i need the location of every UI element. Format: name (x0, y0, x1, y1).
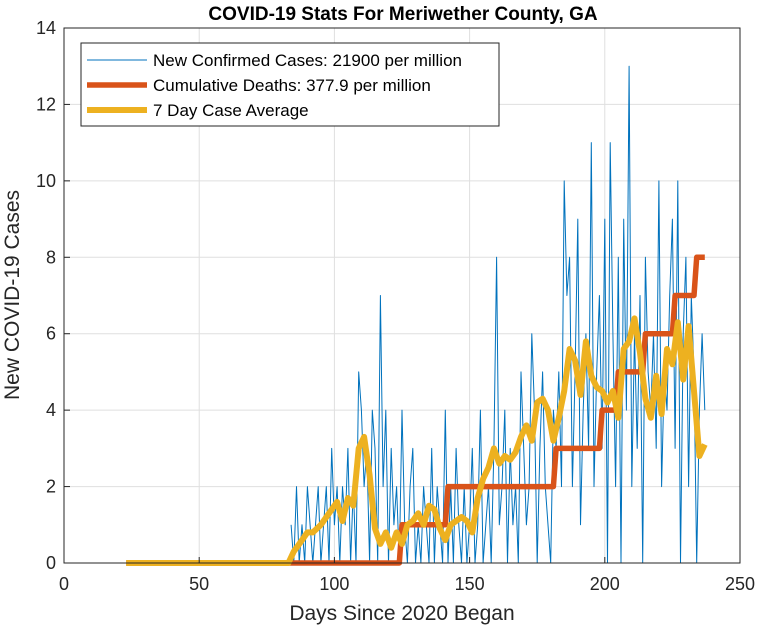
series-layer (126, 65, 708, 566)
y-tick-label: 4 (46, 400, 56, 420)
x-tick-label: 250 (725, 574, 755, 594)
plot-frame (63, 27, 741, 564)
x-axis-ticks: 0 50 100 150 200 250 (59, 557, 755, 594)
x-tick-label: 150 (455, 574, 485, 594)
y-tick-label: 14 (36, 18, 56, 38)
y-tick-label: 0 (46, 553, 56, 573)
legend-box (80, 42, 500, 127)
x-tick-label: 50 (189, 574, 209, 594)
series-line-3 (126, 315, 708, 566)
legend: New Confirmed Cases: 21900 per million Cu… (80, 42, 500, 127)
legend-label-1: New Confirmed Cases: 21900 per million (153, 51, 462, 70)
x-tick-label: 100 (319, 574, 349, 594)
y-tick-label: 6 (46, 324, 56, 344)
y-axis-ticks: 0 2 4 6 8 10 12 14 (36, 18, 70, 573)
y-tick-label: 8 (46, 247, 56, 267)
x-tick-label: 0 (59, 574, 69, 594)
legend-label-3: 7 Day Case Average (153, 101, 309, 120)
series-line-1 (290, 65, 706, 564)
y-axis-label: New COVID-19 Cases (1, 190, 24, 400)
x-axis-label: Days Since 2020 Began (289, 602, 514, 625)
legend-label-2: Cumulative Deaths: 377.9 per million (153, 76, 431, 95)
chart-title: COVID-19 Stats For Meriwether County, GA (208, 4, 597, 25)
y-tick-label: 2 (46, 477, 56, 497)
y-tick-label: 10 (36, 171, 56, 191)
y-tick-label: 12 (36, 94, 56, 114)
x-tick-label: 200 (590, 574, 620, 594)
